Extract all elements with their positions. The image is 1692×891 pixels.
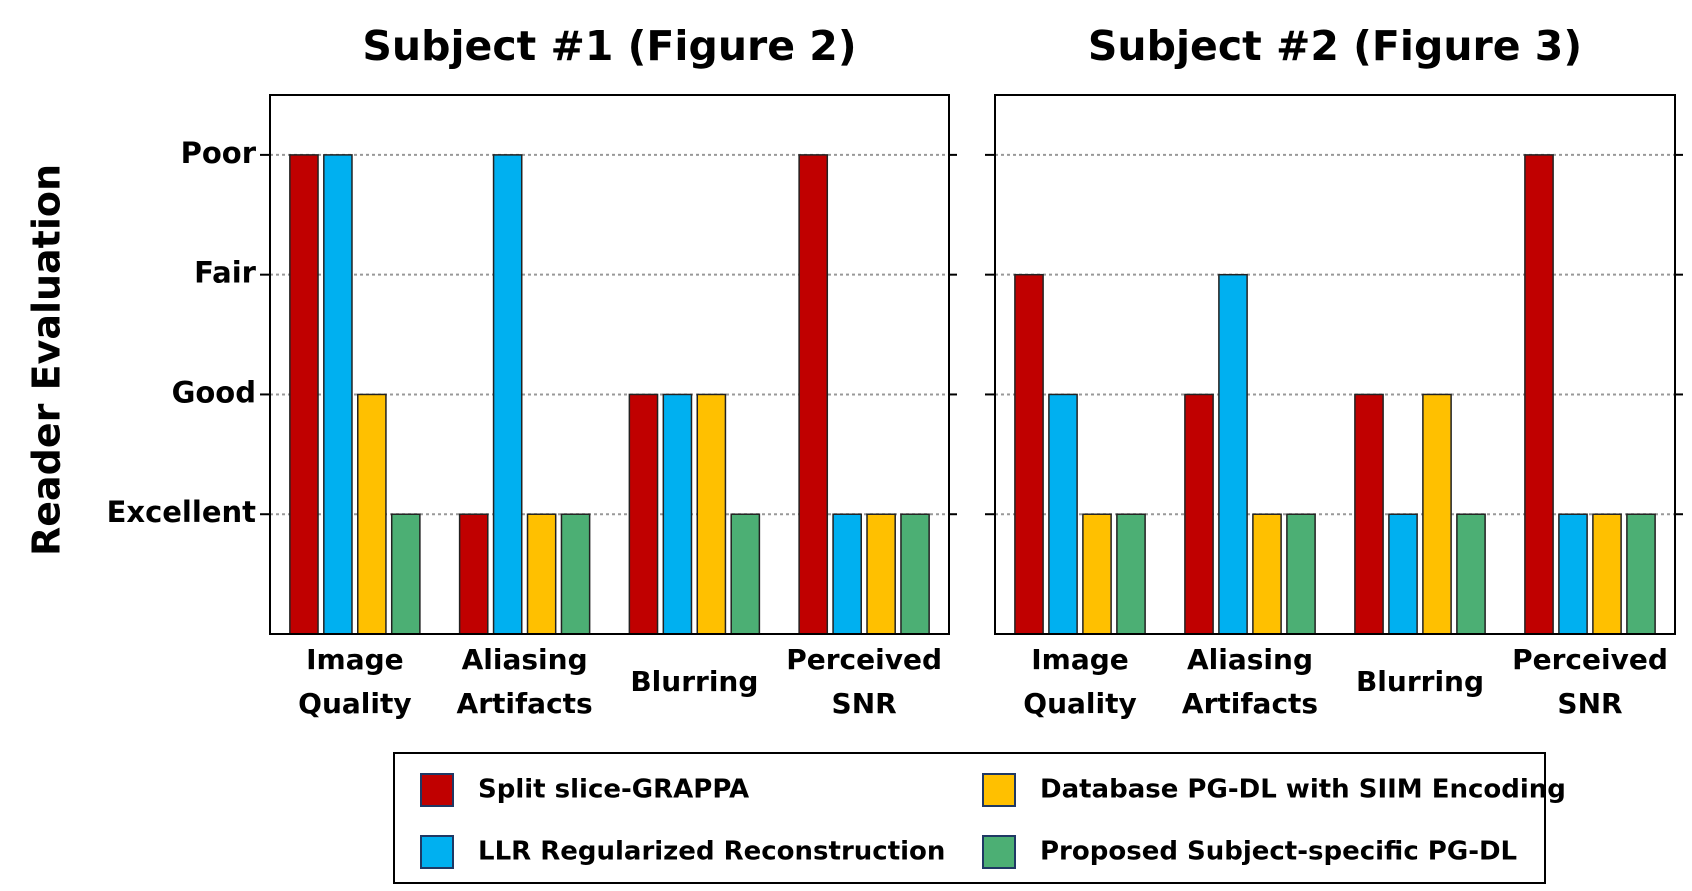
legend-swatch <box>982 835 1016 869</box>
x-tick-label: Aliasing Artifacts <box>1181 643 1319 720</box>
legend-label: Proposed Subject-specific PG-DL <box>1040 837 1517 867</box>
bar <box>289 154 319 635</box>
legend-label: Database PG-DL with SIIM Encoding <box>1040 775 1566 805</box>
bar <box>832 513 862 635</box>
plot-frame <box>994 94 1676 635</box>
legend-swatch <box>982 773 1016 807</box>
x-tick-label: Aliasing Artifacts <box>456 643 593 720</box>
x-tick-label: Perceived SNR <box>1512 643 1668 720</box>
bar <box>696 393 727 635</box>
bar <box>1422 393 1452 635</box>
bar <box>628 393 659 635</box>
bar <box>526 513 557 635</box>
chart-title: Subject #1 (Figure 2) <box>362 22 856 70</box>
bar <box>1184 393 1214 635</box>
legend-label: Split slice-GRAPPA <box>478 775 749 805</box>
bar <box>798 154 829 635</box>
bar <box>1524 154 1554 635</box>
x-tick-label: Image Quality <box>298 643 412 720</box>
bar <box>492 154 523 635</box>
bar <box>1116 513 1146 635</box>
bar <box>1218 273 1248 635</box>
bar <box>662 393 693 635</box>
y-tick-label: Fair <box>194 256 257 290</box>
bar <box>1558 513 1588 635</box>
bar <box>1626 513 1656 635</box>
x-tick-label: Blurring <box>1355 665 1485 698</box>
bar <box>1354 393 1384 635</box>
y-axis-label: Reader Evaluation <box>25 164 69 556</box>
y-tick-label: Good <box>172 375 256 409</box>
bar <box>390 513 421 635</box>
bar <box>730 513 761 635</box>
bar <box>1252 513 1282 635</box>
bar <box>866 513 896 635</box>
x-tick-label: Image Quality <box>1023 643 1137 720</box>
bar <box>560 513 591 635</box>
legend-swatch <box>420 773 454 807</box>
chart-title: Subject #2 (Figure 3) <box>1088 22 1582 70</box>
legend-box <box>393 752 1546 884</box>
legend-swatch <box>420 835 454 869</box>
bar <box>1592 513 1622 635</box>
bar <box>900 513 930 635</box>
bar <box>357 393 387 635</box>
y-tick-label: Poor <box>181 136 257 170</box>
plot-frame <box>269 94 950 635</box>
bar <box>1456 513 1486 635</box>
bar <box>1048 393 1078 635</box>
bar <box>1082 513 1112 635</box>
legend-label: LLR Regularized Reconstruction <box>478 837 945 867</box>
x-tick-label: Blurring <box>630 665 759 698</box>
bar <box>323 154 353 635</box>
bar <box>458 513 489 635</box>
bar <box>1388 513 1418 635</box>
x-tick-label: Perceived SNR <box>786 643 943 720</box>
bar <box>1014 273 1044 635</box>
bar <box>1286 513 1316 635</box>
y-tick-label: Excellent <box>107 495 257 529</box>
